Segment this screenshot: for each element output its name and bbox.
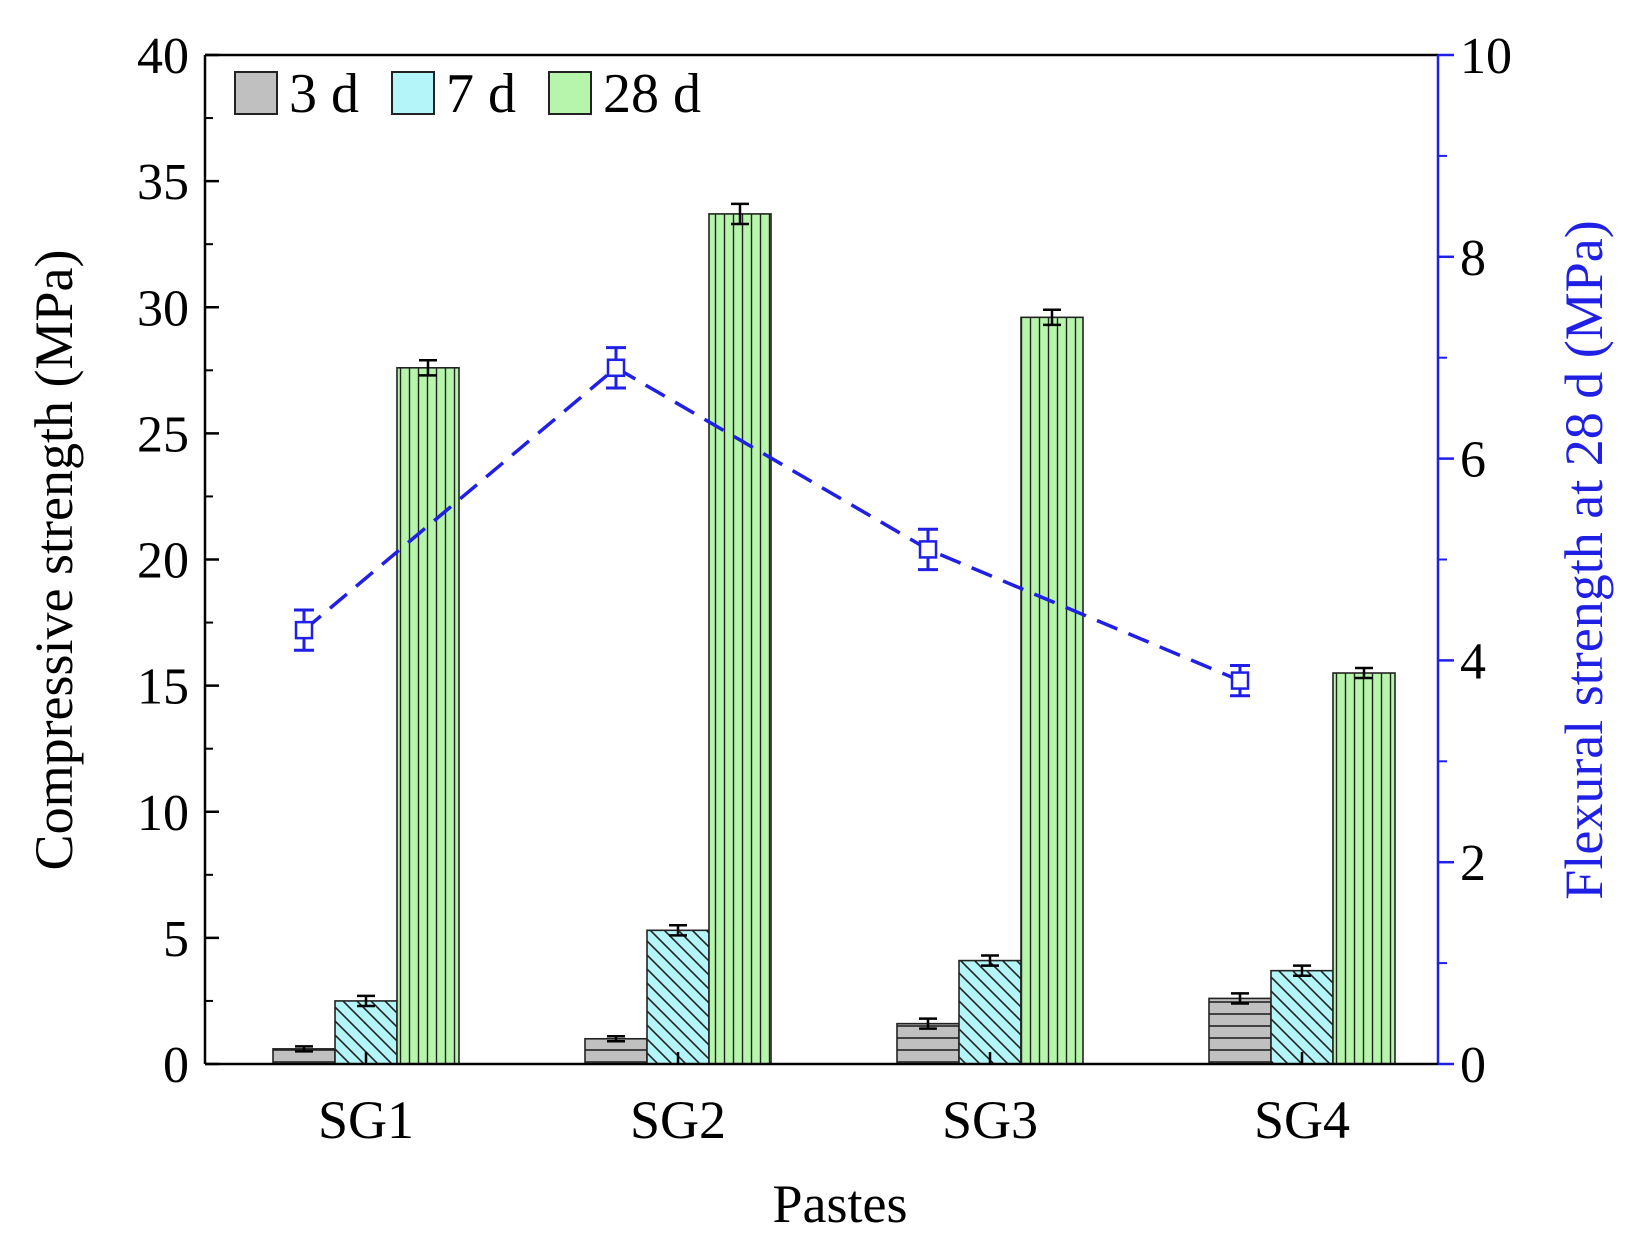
x-axis: SG1 SG2 SG3 SG4 [205,1052,1438,1150]
bar-7d-SG3 [958,959,1022,1065]
y-axis-label: Compressive strength (MPa) [24,250,84,871]
y2-tick-label: 2 [1460,835,1486,892]
x-tick-label: SG3 [942,1090,1038,1150]
legend-swatch-7d [391,71,435,115]
legend-swatch-28d [548,71,592,115]
y-tick-label: 10 [137,785,189,842]
y2-axis-label: Flexural strength at 28 d (MPa) [1554,220,1614,899]
y-tick-label: 25 [137,406,189,463]
legend-swatch-3d [234,71,278,115]
bar-28d-SG2 [708,213,772,1065]
legend-label: 7 d [446,63,516,125]
bar-28d-SG3 [1020,316,1084,1065]
y2-tick-label: 6 [1460,432,1486,489]
flexural-point-SG3 [918,540,938,559]
bar-28d-SG1 [396,366,460,1065]
y-tick-label: 40 [137,28,189,85]
y-tick-label: 15 [137,659,189,716]
x-tick-label: SG2 [630,1090,726,1150]
y2-tick-label: 0 [1460,1037,1486,1094]
y-tick-label: 35 [137,154,189,211]
y2-tick-label: 8 [1460,230,1486,287]
bar-7d-SG2 [646,929,710,1065]
y-tick-label: 0 [163,1037,189,1094]
y2-tick-label: 4 [1460,633,1486,690]
left-axis: 0 5 10 15 20 25 30 35 40 [137,28,1438,1094]
flexural-point-SG4 [1230,671,1250,690]
x-tick-label: SG4 [1254,1090,1350,1150]
legend: 3 d 7 d 28 d [234,63,701,125]
legend-label: 3 d [289,63,359,125]
bar-7d-SG4 [1270,969,1334,1065]
bar-3d-SG4 [1208,997,1272,1065]
y-tick-label: 30 [137,280,189,337]
y2-tick-label: 10 [1460,28,1512,85]
x-axis-label: Pastes [773,1174,908,1234]
y-tick-label: 5 [163,911,189,968]
plot-area [272,202,1396,1065]
y-tick-label: 20 [137,533,189,590]
bar-28d-SG4 [1332,672,1396,1065]
bar-3d-SG2 [584,1037,648,1065]
flexural-point-SG2 [606,358,626,378]
x-tick-label: SG1 [318,1090,414,1150]
flexural-line [302,365,1241,683]
right-axis: 0 2 4 6 8 10 [1436,28,1512,1094]
legend-label: 28 d [603,63,701,125]
flexural-point-SG1 [294,620,314,640]
